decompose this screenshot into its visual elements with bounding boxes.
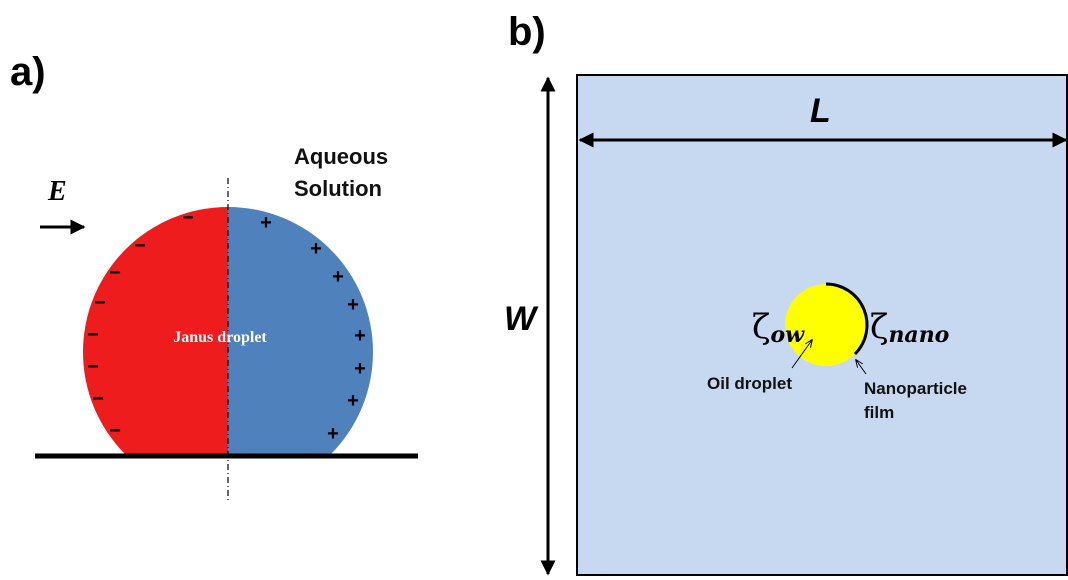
negative-charge: − [109, 420, 121, 442]
positive-charge: + [327, 423, 339, 445]
medium-label: Solution [294, 176, 382, 201]
negative-charge: − [94, 292, 106, 314]
zeta-symbol: ζ [870, 307, 888, 347]
positive-charge: + [260, 212, 272, 234]
positive-charge: + [354, 358, 366, 380]
negative-charge: − [134, 235, 146, 257]
film-label: film [864, 403, 894, 422]
figure: a) E Aqueous Solution Janus droplet −−−−… [0, 0, 1068, 580]
positive-charge: + [332, 266, 344, 288]
positive-charge: + [354, 325, 366, 347]
medium-label: Aqueous [294, 144, 388, 169]
field-symbol: E [47, 176, 67, 207]
zeta-symbol: ζ [752, 307, 770, 347]
width-label: W [504, 300, 539, 338]
negative-charge: − [87, 324, 99, 346]
negative-charge: − [87, 356, 99, 378]
length-label: L [810, 92, 831, 130]
panel-label: b) [508, 10, 546, 54]
panel-label: a) [10, 50, 46, 94]
droplet-label: Janus droplet [173, 329, 267, 346]
negative-charge: − [92, 388, 104, 410]
zeta-subscript: nano [888, 322, 949, 348]
positive-charge: + [310, 238, 322, 260]
positive-charge: + [347, 294, 359, 316]
positive-charge: + [347, 390, 359, 412]
negative-charge: − [109, 262, 121, 284]
negative-charge: − [182, 207, 194, 229]
droplet-label: Oil droplet [707, 374, 792, 393]
film-label: Nanoparticle [864, 379, 967, 398]
zeta-subscript: ow [770, 322, 805, 348]
